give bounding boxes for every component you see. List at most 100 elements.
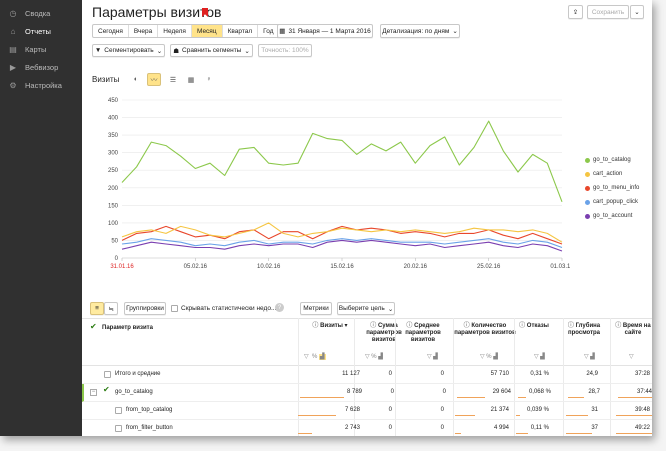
x-tick-label: 05.02.16 [184,264,208,270]
accuracy-dropdown[interactable]: Точность: 100% [258,44,312,57]
save-button[interactable]: Сохранить [587,5,629,19]
cell-sum: 0 [388,407,392,413]
cell-visits: 8 789 [346,389,362,395]
bar-toggle-icon[interactable]: ▟ [318,354,326,360]
tree-view-button[interactable]: ≡ [90,302,104,315]
compare-segments-button[interactable]: ☗ Сравнить сегменты ⌄ [170,44,253,57]
table-row[interactable]: from_filter_button 2 743 0 0 4 994 0,11 … [82,420,652,436]
cell-visits: 7 628 [344,407,360,413]
pin-icon[interactable]: ♀ [206,76,212,83]
sidebar-item-label: Сводка [25,8,51,18]
export-button[interactable]: ⇪ [568,5,583,19]
percent-icon[interactable]: % [311,354,318,360]
bar-toggle-icon[interactable]: ▟ [433,354,438,360]
legend-label: go_to_catalog [593,157,631,163]
legend-dot [585,157,590,163]
legend-item-go-to-catalog[interactable]: go_to_catalog [585,153,639,167]
period-week[interactable]: Неделя [158,25,192,37]
legend-item-go-to-account[interactable]: go_to_account [585,209,639,223]
filter-icon[interactable]: ▽ [480,354,485,360]
bar-toggle-icon[interactable]: ▟ [493,354,498,360]
cell-count: 21 374 [490,407,509,413]
column-header-time[interactable]: ⓘ Время на сайте [612,323,652,337]
column-header-param[interactable]: Параметр визита [102,325,153,331]
sort-desc-icon: ▾ [344,323,348,329]
filter-icon[interactable]: ▽ [365,354,370,360]
percent-icon[interactable]: % [486,354,492,360]
row-label: Итого и средние [115,371,161,377]
column-header-bounces[interactable]: ⓘ Отказы [514,323,554,330]
collapse-icon[interactable]: − [90,389,97,396]
sidebar-item-summary[interactable]: ◷ Сводка [0,4,82,22]
cell-depth: 28,7 [588,389,600,395]
goal-dropdown[interactable]: Выберите цель ⌄ [337,302,395,315]
list-icon: ≡ [95,305,99,312]
sidebar-item-settings[interactable]: ⚙ Настройка [0,76,82,94]
column-label: Сумма параметров визитов [366,323,402,343]
series-line-cart_popup_click [121,238,563,249]
hide-stats-checkbox[interactable] [171,305,178,312]
column-divider [453,318,454,436]
cell-bounces: 0,11 % [530,425,549,431]
cell-visits: 11 127 [342,371,360,377]
filter-icon[interactable]: ▽ [304,354,309,360]
column-header-avg[interactable]: ⓘ Среднее параметров визитов [395,323,451,344]
page-title: Параметры визитов [92,4,222,20]
percent-icon[interactable]: % [371,354,377,360]
row-checkbox[interactable]: ✔ [103,385,110,394]
detail-label: Детализация: по дням [382,27,450,35]
x-tick-label: 15.02.16 [330,264,354,270]
column-divider [610,318,611,436]
bar-toggle-icon[interactable]: ▟ [378,354,383,360]
save-dropdown-button[interactable]: ⌄ [630,5,644,19]
refresh-icon[interactable]: ◐ [133,76,139,83]
sidebar-item-webvisor[interactable]: ▶ Вебвизор [0,58,82,76]
table-row[interactable]: − ✔ go_to_catalog 8 789 0 0 29 604 0,068… [82,384,652,402]
period-quarter[interactable]: Квартал [223,25,259,37]
groupings-button[interactable]: Группировки [124,302,166,315]
line-chart-icon[interactable]: 〰 [147,73,161,86]
chevron-down-icon: ⌄ [244,47,250,55]
x-tick-label: 10.02.16 [257,264,281,270]
cell-sum: 0 [388,371,392,377]
filter-icon[interactable]: ▽ [534,354,539,360]
flat-view-button[interactable]: ≒ [104,302,118,315]
sidebar-item-maps[interactable]: ▤ Карты [0,40,82,58]
legend-item-cart-popup-click[interactable]: cart_popup_click [585,195,639,209]
row-checkbox[interactable] [115,407,122,414]
segment-button[interactable]: ▼ Сегментировать ⌄ [92,44,165,57]
row-checkbox[interactable] [115,425,122,432]
legend-item-cart-action[interactable]: cart_action [585,167,639,181]
legend-item-go-to-menu-info[interactable]: go_to_menu_info [585,181,639,195]
help-icon[interactable]: ? [275,303,284,312]
info-icon: ⓘ [615,323,622,329]
period-year[interactable]: Год [263,27,274,35]
filter-icon[interactable]: ▽ [427,354,432,360]
column-header-sum[interactable]: ⓘ Сумма параметров визитов [356,323,412,344]
column-header-visits[interactable]: ⓘ Визиты ▾ [302,323,358,330]
depth-bar [566,433,592,434]
metrics-button[interactable]: Метрики [300,302,332,315]
sidebar-item-reports[interactable]: ⌂ Отчеты [0,22,82,40]
period-today[interactable]: Сегодня [93,25,129,37]
select-all-checkbox[interactable]: ✔ [90,322,97,331]
bookmark-icon[interactable] [202,8,208,17]
count-bar [455,415,475,416]
bar-toggle-icon[interactable]: ▟ [540,354,545,360]
y-tick-label: 150 [108,203,119,209]
period-month[interactable]: Месяц [191,25,223,37]
date-range-button[interactable]: ▦ 31 Января — 1 Марта 2016 [277,24,373,38]
area-chart-icon[interactable]: ☰ [169,76,177,84]
detail-dropdown[interactable]: Детализация: по дням ⌄ [380,24,460,38]
info-icon: ⓘ [567,323,574,329]
column-header-depth[interactable]: ⓘ Глубина просмотра [563,323,605,337]
bar-toggle-icon[interactable]: ▟ [590,354,595,360]
cell-avg: 0 [440,407,444,413]
period-yesterday[interactable]: Вчера [129,25,159,37]
filter-icon[interactable]: ▽ [629,354,634,360]
row-checkbox[interactable] [104,371,111,378]
bar-chart-icon[interactable]: ▦ [187,76,195,84]
table-row[interactable]: from_top_catalog 7 628 0 0 21 374 0,039 … [82,402,652,420]
column-header-count[interactable]: ⓘ Количество параметров визитов [454,323,516,337]
filter-icon[interactable]: ▽ [584,354,589,360]
